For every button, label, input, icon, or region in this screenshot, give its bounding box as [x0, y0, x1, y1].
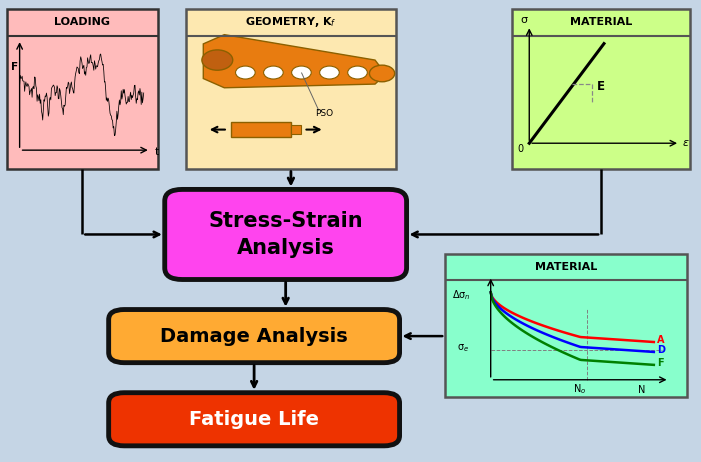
FancyBboxPatch shape	[109, 393, 400, 446]
Circle shape	[320, 66, 339, 79]
Text: MATERIAL: MATERIAL	[570, 17, 632, 27]
FancyBboxPatch shape	[165, 189, 407, 280]
Text: F: F	[11, 62, 18, 72]
Text: N$_o$: N$_o$	[573, 383, 587, 396]
Text: F: F	[658, 358, 664, 368]
Text: ε: ε	[683, 138, 688, 147]
Text: D: D	[658, 345, 665, 355]
Circle shape	[202, 50, 233, 70]
Bar	[231, 122, 291, 137]
Circle shape	[348, 66, 367, 79]
Text: σ: σ	[520, 15, 527, 25]
Text: A: A	[658, 335, 665, 345]
Text: Stress-Strain
Analysis: Stress-Strain Analysis	[208, 211, 363, 258]
Bar	[7, 9, 158, 169]
Circle shape	[292, 66, 311, 79]
Text: Δσ$_n$: Δσ$_n$	[452, 288, 471, 302]
Text: GEOMETRY, K$_f$: GEOMETRY, K$_f$	[245, 15, 336, 29]
Text: PSO: PSO	[315, 109, 334, 117]
Bar	[291, 125, 301, 134]
Polygon shape	[203, 35, 382, 88]
Bar	[512, 9, 690, 169]
Circle shape	[264, 66, 283, 79]
Text: 0: 0	[518, 144, 524, 153]
Bar	[445, 254, 687, 397]
Circle shape	[369, 65, 395, 82]
Text: LOADING: LOADING	[55, 17, 110, 27]
Text: MATERIAL: MATERIAL	[535, 261, 597, 272]
Text: Damage Analysis: Damage Analysis	[161, 327, 348, 346]
Bar	[186, 9, 396, 169]
Text: t: t	[154, 147, 158, 158]
Text: σ$_e$: σ$_e$	[457, 342, 469, 354]
Text: E: E	[597, 80, 605, 93]
Circle shape	[236, 66, 255, 79]
Text: Fatigue Life: Fatigue Life	[189, 410, 319, 429]
FancyBboxPatch shape	[109, 310, 400, 363]
Text: N: N	[638, 385, 646, 395]
